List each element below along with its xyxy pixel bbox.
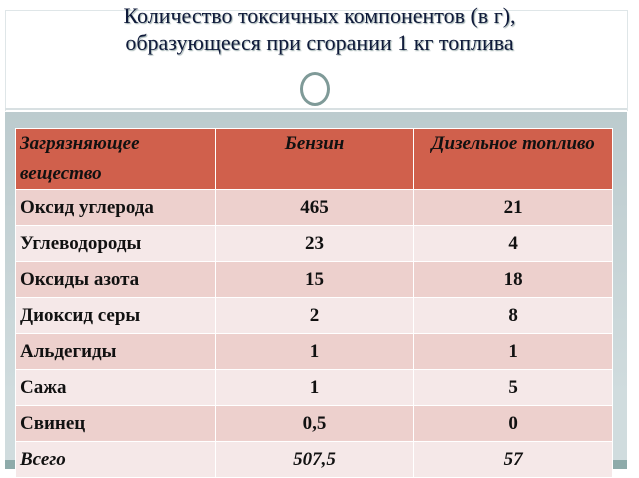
- gasoline-cell: 0,5: [214, 405, 415, 442]
- divider: [5, 108, 627, 110]
- circle-ornament-icon: [300, 72, 330, 106]
- substance-cell: Оксиды азота: [15, 261, 216, 298]
- diesel-cell: 4: [413, 225, 613, 262]
- substance-cell: Углеводороды: [15, 225, 216, 262]
- emissions-table: Загрязняющее вещество Бензин Дизельное т…: [15, 128, 613, 478]
- diesel-cell: 5: [413, 369, 613, 406]
- substance-cell: Сажа: [15, 369, 216, 406]
- table-row: Диоксид серы 2 8: [15, 297, 613, 334]
- table-row: Оксиды азота 15 18: [15, 261, 613, 298]
- substance-cell: Всего: [15, 441, 216, 478]
- diesel-cell: 8: [413, 297, 613, 334]
- gasoline-cell: 465: [214, 189, 415, 226]
- substance-cell: Диоксид серы: [15, 297, 216, 334]
- gasoline-cell: 2: [214, 297, 415, 334]
- substance-cell: Свинец: [15, 405, 216, 442]
- gasoline-cell: 15: [214, 261, 415, 298]
- diesel-cell: 0: [413, 405, 613, 442]
- gasoline-cell: 1: [214, 333, 415, 370]
- diesel-cell: 57: [413, 441, 613, 478]
- diesel-cell: 21: [413, 189, 613, 226]
- diesel-cell: 18: [413, 261, 613, 298]
- header-substance: Загрязняющее вещество: [15, 128, 216, 190]
- substance-cell: Альдегиды: [15, 333, 216, 370]
- table-row: Углеводороды 23 4: [15, 225, 613, 262]
- total-row: Всего 507,5 57: [15, 441, 613, 478]
- diesel-cell: 1: [413, 333, 613, 370]
- header-gasoline: Бензин: [214, 128, 415, 190]
- table-row: Оксид углерода 465 21: [15, 189, 613, 226]
- title-line-1: Количество токсичных компонентов (в г),: [123, 3, 516, 28]
- gasoline-cell: 507,5: [214, 441, 415, 478]
- slide-title: Количество токсичных компонентов (в г), о…: [0, 2, 639, 56]
- table-row: Сажа 1 5: [15, 369, 613, 406]
- title-line-2: образующееся при сгорании 1 кг топлива: [125, 30, 514, 55]
- table-row: Альдегиды 1 1: [15, 333, 613, 370]
- table-header: Загрязняющее вещество Бензин Дизельное т…: [15, 128, 613, 190]
- gasoline-cell: 1: [214, 369, 415, 406]
- substance-cell: Оксид углерода: [15, 189, 216, 226]
- table-row: Свинец 0,5 0: [15, 405, 613, 442]
- gasoline-cell: 23: [214, 225, 415, 262]
- header-diesel: Дизельное топливо: [413, 128, 613, 190]
